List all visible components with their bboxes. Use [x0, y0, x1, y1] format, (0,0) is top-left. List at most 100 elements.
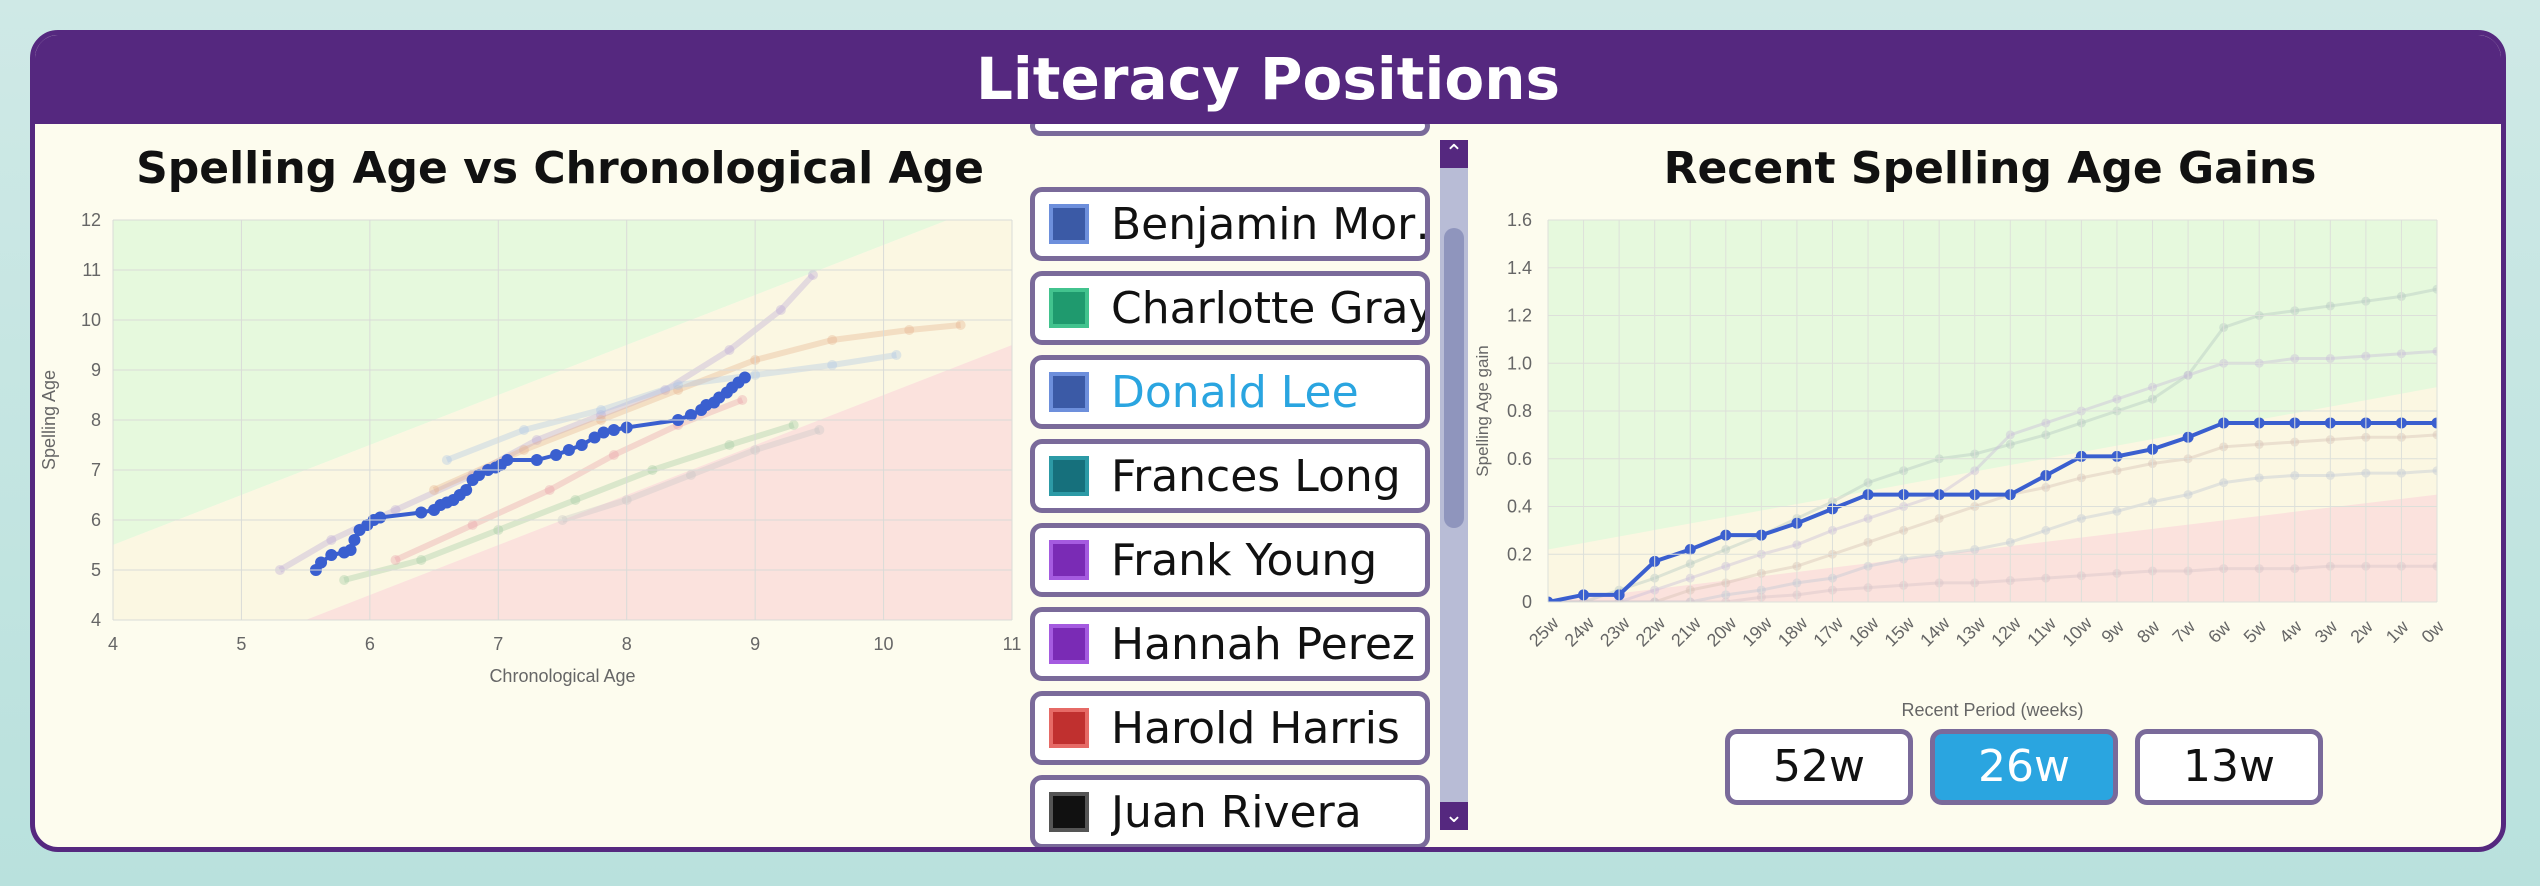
data-point: [827, 360, 838, 370]
list-item[interactable]: Frank Young: [1030, 523, 1430, 597]
x-tick-label: 11: [1003, 634, 1022, 654]
data-point: [1792, 578, 1802, 588]
data-point: [1548, 597, 1553, 602]
scroll-down-icon[interactable]: ⌄: [1440, 802, 1468, 830]
data-point: [1579, 597, 1589, 602]
student-name: Frances Long: [1111, 450, 1401, 502]
data-point: [955, 320, 966, 330]
data-point: [429, 485, 440, 495]
data-point: [788, 420, 799, 430]
data-point: [660, 385, 671, 395]
data-point: [1579, 597, 1589, 602]
series-line: [1548, 469, 2437, 602]
data-point: [1685, 559, 1695, 569]
data-point: [1934, 490, 1944, 500]
data-point: [1720, 529, 1732, 541]
data-point: [2396, 561, 2406, 571]
data-point: [1721, 590, 1731, 600]
data-point: [1791, 517, 1803, 529]
data-point: [550, 449, 563, 461]
student-name: Benjamin Mor…: [1111, 198, 1425, 250]
period-button-26w[interactable]: 26w: [1930, 729, 2118, 805]
data-point: [2148, 382, 2158, 392]
list-item[interactable]: Benjamin Mor…: [1030, 187, 1430, 261]
x-tick-label: 1w: [2382, 616, 2413, 647]
y-axis-label: Spelling Age gain: [1473, 345, 1492, 476]
list-item[interactable]: Frances Long: [1030, 439, 1430, 513]
y-tick-label: 1.0: [1507, 353, 1532, 373]
list-item[interactable]: Juan Rivera: [1030, 775, 1430, 847]
period-button-13w[interactable]: 13w: [2135, 729, 2323, 805]
list-item[interactable]: Donald Lee: [1030, 355, 1430, 429]
student-color-swatch: [1049, 288, 1089, 328]
x-tick-label: 25w: [1525, 612, 1563, 650]
data-point: [607, 424, 620, 436]
series-line: [394, 397, 744, 563]
list-item[interactable]: Charlotte Gray: [1030, 271, 1430, 345]
list-item[interactable]: Harold Harris: [1030, 691, 1430, 765]
scroll-thumb[interactable]: [1444, 228, 1464, 528]
data-point: [2005, 537, 2015, 547]
data-point: [2005, 439, 2015, 449]
data-point: [2041, 430, 2051, 440]
student-color-swatch: [1049, 708, 1089, 748]
data-point: [775, 305, 786, 315]
data-point: [2076, 571, 2086, 581]
data-point: [596, 410, 607, 420]
period-button-52w[interactable]: 52w: [1725, 729, 1913, 805]
student-list[interactable]: Benjamin Mor… Charlotte Gray Donald Lee Fra…: [1028, 124, 1468, 847]
data-point: [891, 350, 902, 360]
x-tick-label: 20w: [1703, 612, 1741, 650]
y-tick-label: 12: [81, 210, 101, 230]
data-point: [597, 426, 610, 439]
list-item-partial-top[interactable]: [1030, 124, 1430, 136]
data-point: [2254, 473, 2264, 483]
x-tick-label: 4w: [2275, 616, 2306, 647]
data-point: [2254, 564, 2264, 574]
data-point: [2396, 291, 2406, 301]
data-point: [2147, 443, 2159, 455]
data-point: [2290, 470, 2300, 480]
data-point: [2396, 349, 2406, 359]
data-point: [2005, 576, 2015, 586]
data-point: [2112, 406, 2122, 416]
x-tick-label: 5w: [2240, 616, 2271, 647]
data-point: [562, 444, 575, 456]
data-point: [339, 575, 350, 585]
y-tick-label: 11: [82, 260, 101, 280]
data-point: [1934, 549, 1944, 559]
data-point: [2219, 442, 2229, 452]
data-point: [1614, 585, 1624, 595]
data-point: [2432, 430, 2437, 440]
data-point: [1934, 454, 1944, 464]
y-tick-label: 1.4: [1507, 258, 1532, 278]
data-point: [2112, 506, 2122, 516]
series-line: [1548, 349, 2437, 602]
y-tick-label: 0.6: [1507, 449, 1532, 469]
scroll-up-icon[interactable]: ⌃: [1440, 140, 1468, 168]
data-point: [1548, 596, 1554, 602]
x-tick-label: 4: [108, 634, 118, 654]
data-point: [1684, 543, 1696, 555]
x-tick-label: 16w: [1845, 612, 1883, 650]
data-point: [2075, 450, 2087, 462]
data-point: [2041, 525, 2051, 535]
data-point: [588, 431, 601, 444]
data-point: [2325, 470, 2335, 480]
x-tick-label: 8: [622, 634, 632, 654]
data-point: [2289, 417, 2301, 429]
student-color-swatch: [1049, 540, 1089, 580]
data-point: [1792, 561, 1802, 571]
data-point: [673, 385, 684, 395]
x-tick-label: 6w: [2204, 616, 2235, 647]
data-point: [390, 505, 401, 515]
data-point: [1650, 597, 1660, 602]
data-point: [1548, 597, 1553, 602]
data-point: [2395, 417, 2407, 429]
data-point: [1970, 449, 1980, 459]
data-point: [2254, 311, 2264, 320]
list-scrollbar[interactable]: ⌃ ⌄: [1440, 140, 1468, 830]
data-point: [2290, 353, 2300, 363]
data-point: [501, 454, 514, 466]
list-item[interactable]: Hannah Perez: [1030, 607, 1430, 681]
